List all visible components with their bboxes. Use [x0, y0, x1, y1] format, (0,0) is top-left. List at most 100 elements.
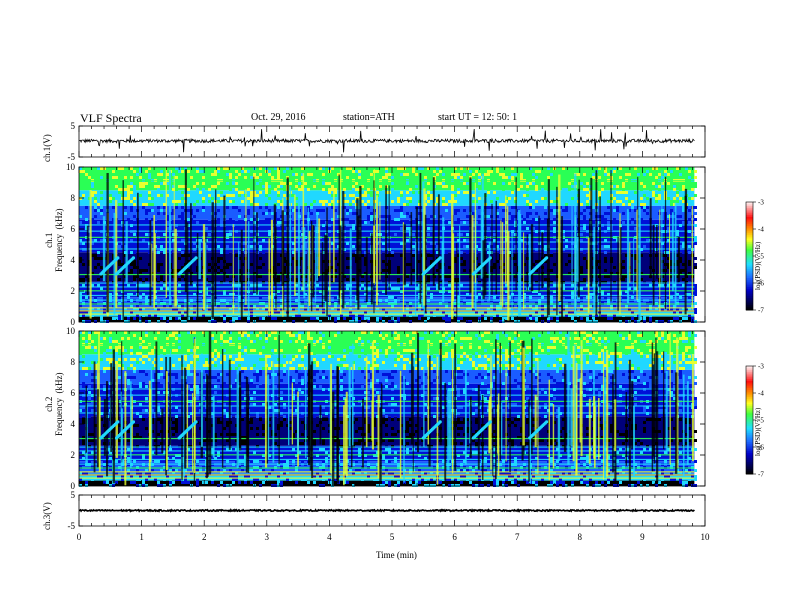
spectro-cell — [121, 475, 124, 478]
spectro-cell — [244, 170, 247, 173]
spectro-cell — [646, 239, 649, 242]
spectro-cell — [676, 263, 679, 266]
sferic-streak — [637, 176, 639, 291]
spectro-cell — [127, 320, 130, 323]
spectro-cell — [448, 314, 451, 317]
spectro-cell — [493, 206, 496, 209]
spectro-cell — [145, 218, 148, 221]
spectro-cell — [478, 257, 481, 260]
spectro-cell — [529, 206, 532, 209]
spectro-cell — [223, 317, 226, 320]
spectro-cell — [151, 209, 154, 212]
spectro-cell — [361, 185, 364, 188]
spectro-cell — [79, 215, 82, 218]
spectro-cell — [175, 424, 178, 427]
spectro-cell — [79, 314, 82, 317]
sferic-streak — [154, 233, 156, 300]
spectro-cell — [448, 209, 451, 212]
spectro-cell — [301, 257, 304, 260]
spectro-cell — [403, 284, 406, 287]
spectro-cell — [463, 221, 466, 224]
spectro-cell — [343, 218, 346, 221]
spectro-cell — [541, 290, 544, 293]
spectro-cell — [427, 233, 430, 236]
spectro-cell — [112, 317, 115, 320]
spectro-cell — [358, 170, 361, 173]
sferic-streak — [633, 237, 635, 294]
spectro-cell — [415, 308, 418, 311]
spectro-cell — [646, 170, 649, 173]
spectro-cell — [493, 263, 496, 266]
spectro-cell — [172, 212, 175, 215]
spectro-cell — [319, 320, 322, 323]
spectro-cell — [94, 197, 97, 200]
spectro-cell — [196, 221, 199, 224]
colorbar-cell — [746, 221, 753, 225]
spectro-cell — [502, 251, 505, 254]
sferic-streak — [442, 217, 445, 303]
spectro-cell — [256, 203, 259, 206]
spectro-cell — [568, 227, 571, 230]
spectro-cell — [601, 167, 604, 170]
spectro-cell — [100, 427, 103, 430]
spectro-cell — [418, 206, 421, 209]
spectro-cell — [301, 272, 304, 275]
spectro-cell — [280, 203, 283, 206]
spectro-cell — [292, 263, 295, 266]
sferic-streak — [373, 225, 376, 284]
spectro-cell — [523, 167, 526, 170]
spectro-cell — [175, 331, 178, 334]
sferic-streak — [256, 212, 258, 295]
spectro-cell — [304, 293, 307, 296]
spectro-cell — [178, 334, 181, 337]
spectro-cell — [124, 331, 127, 334]
spectro-cell — [625, 275, 628, 278]
spectro-cell — [142, 409, 145, 412]
spectro-cell — [331, 227, 334, 230]
spectro-cell — [130, 346, 133, 349]
spectro-cell — [535, 200, 538, 203]
spectro-cell — [160, 173, 163, 176]
sferic-streak — [308, 230, 311, 306]
spectro-cell — [232, 317, 235, 320]
spectro-cell — [253, 203, 256, 206]
spectro-cell — [508, 311, 511, 314]
spectro-cell — [658, 188, 661, 191]
spectro-cell — [418, 200, 421, 203]
colorbar-cell — [746, 274, 753, 277]
spectro-cell — [346, 176, 349, 179]
spectro-cell — [88, 346, 91, 349]
spectro-cell — [364, 293, 367, 296]
spectro-cell — [379, 317, 382, 320]
spectro-cell — [91, 185, 94, 188]
spectro-cell — [172, 472, 175, 475]
spectro-cell — [220, 269, 223, 272]
spectro-cell — [196, 469, 199, 472]
spectro-cell — [562, 233, 565, 236]
spectro-cell — [304, 320, 307, 323]
spectro-cell — [127, 185, 130, 188]
sferic-streak — [385, 185, 387, 295]
spectro-cell — [382, 176, 385, 179]
sferic-streak — [86, 225, 89, 295]
spectro-cell — [316, 293, 319, 296]
spectro-cell — [208, 185, 211, 188]
sferic-streak — [349, 228, 352, 306]
spectro-cell — [616, 185, 619, 188]
spectro-cell — [667, 284, 670, 287]
spectro-cell — [250, 314, 253, 317]
spectro-cell — [430, 221, 433, 224]
spectro-cell — [487, 173, 490, 176]
sferic-streak — [165, 167, 167, 298]
spectro-cell — [169, 481, 172, 484]
spectro-cell — [352, 320, 355, 323]
spectro-cell — [79, 176, 82, 179]
spectro-cell — [154, 337, 157, 340]
spectro-cell — [247, 212, 250, 215]
spectro-cell — [466, 251, 469, 254]
spectro-cell — [190, 403, 193, 406]
spectro-cell — [661, 269, 664, 272]
spectro-cell — [79, 409, 82, 412]
spectro-cell — [682, 212, 685, 215]
spectro-cell — [118, 439, 121, 442]
